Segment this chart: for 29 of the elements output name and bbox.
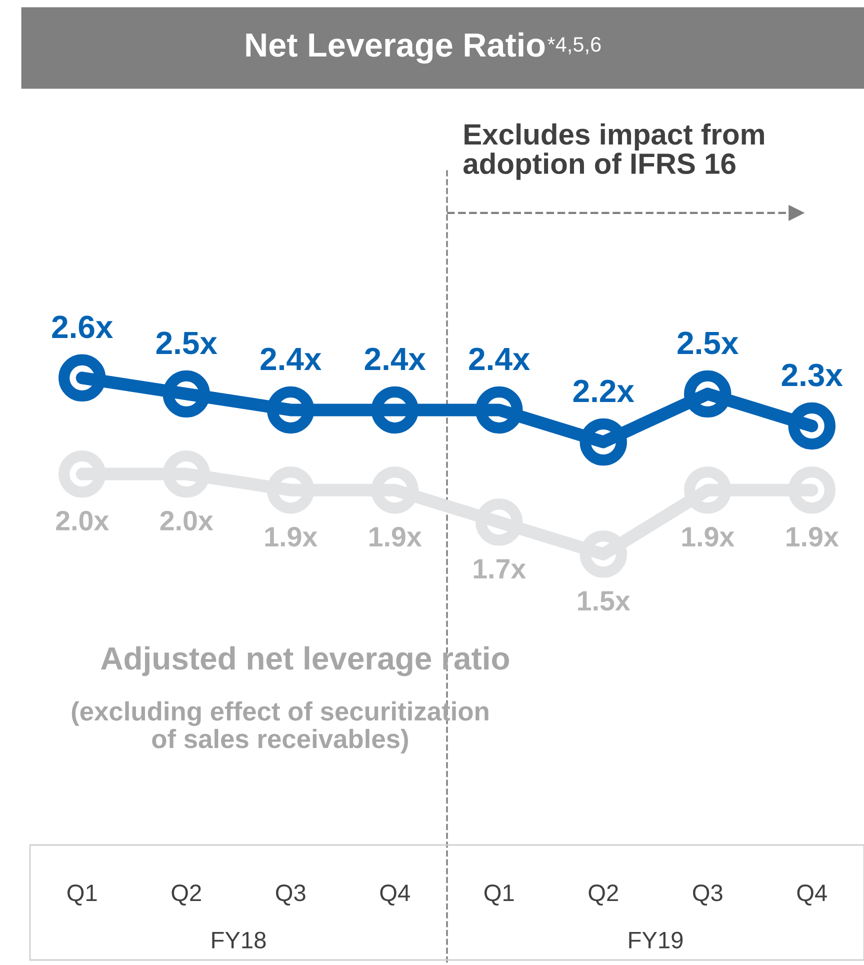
data-label: 2.0x: [160, 510, 214, 531]
data-label: 1.9x: [265, 526, 318, 547]
data-label: 2.0x: [56, 510, 109, 531]
data-label: 2.5x: [678, 332, 738, 354]
text: FY19: [629, 932, 683, 948]
text: Excludes impact from adoption of IFRS 16: [463, 123, 764, 180]
data-label: 2.6x: [52, 316, 113, 338]
data-label: 2.4x: [469, 348, 530, 370]
x-tick-label: Q2: [172, 884, 201, 906]
data-label: 2.4x: [364, 348, 426, 370]
data-label: 1.9x: [786, 526, 839, 547]
x-tick-label: Q3: [276, 884, 306, 906]
text: FY18: [212, 932, 266, 948]
data-label: 2.2x: [573, 380, 634, 402]
x-tick-label: Q1: [484, 884, 514, 906]
data-label: 2.5x: [156, 332, 218, 354]
data-label: 1.5x: [578, 591, 630, 611]
text: Adjusted net leverage ratio: [100, 646, 510, 676]
text: (excluding effect of securitization of sales receivables): [72, 701, 488, 754]
x-tick-label: Q4: [380, 884, 410, 906]
data-label: 2.4x: [260, 348, 322, 370]
x-tick-label: Q3: [692, 884, 722, 906]
x-tick-label: Q2: [588, 884, 618, 906]
x-tick-label: Q1: [67, 884, 97, 906]
data-label: 1.9x: [370, 526, 422, 547]
x-tick-label: Q4: [797, 884, 827, 906]
data-label: 1.7x: [474, 559, 526, 578]
data-label: 1.9x: [682, 526, 734, 547]
data-label: 2.3x: [782, 364, 843, 386]
